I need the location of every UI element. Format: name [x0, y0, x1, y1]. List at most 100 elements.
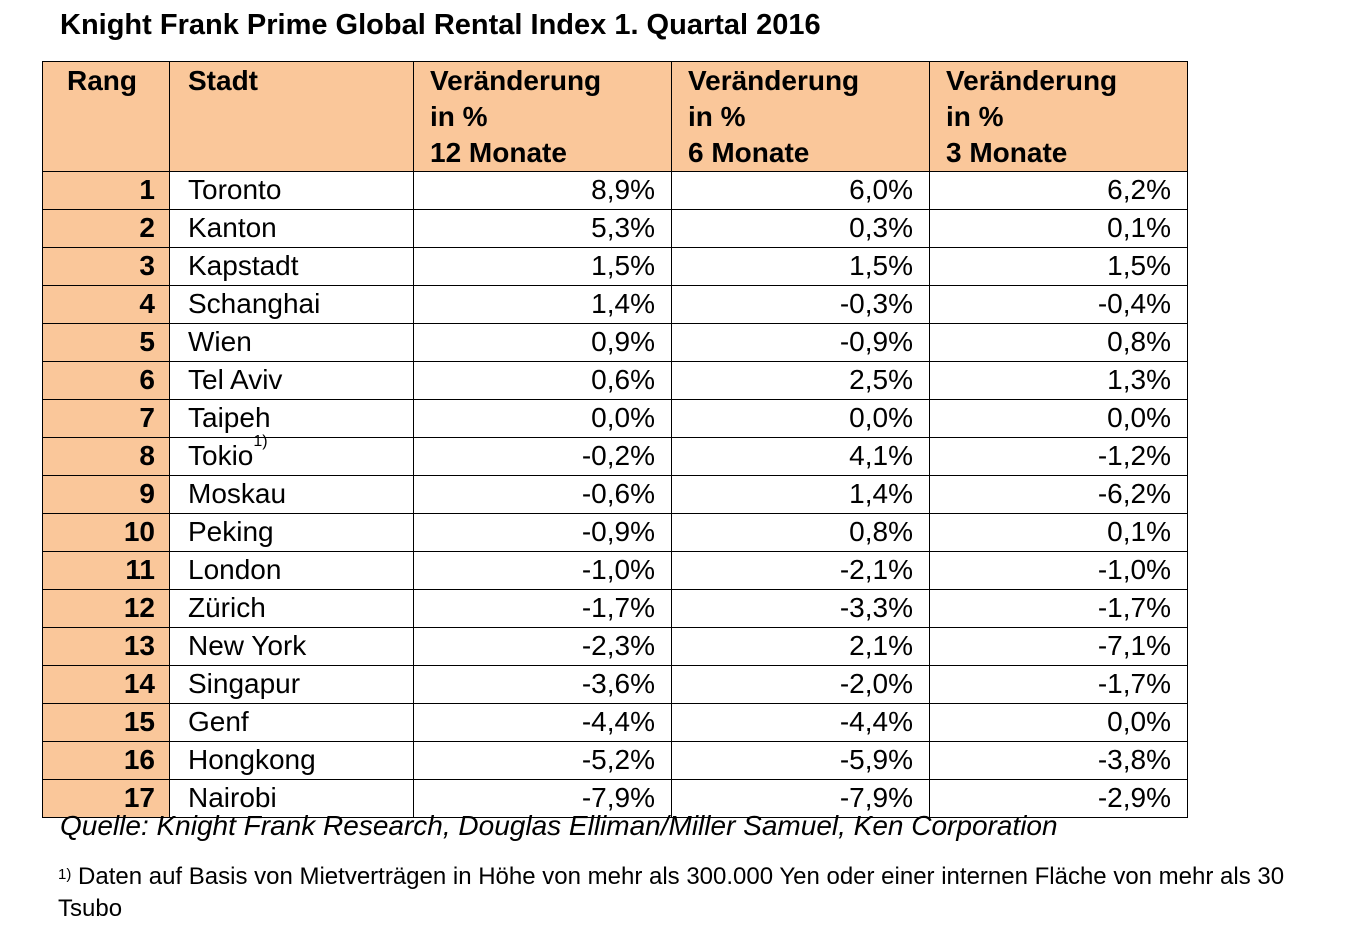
table-body: 1 Toronto 8,9% 6,0% 6,2% 2 Kanton 5,3% 0,3% 0,1% 3… — [42, 171, 1188, 818]
change-12-months-cell: -7,9% — [413, 779, 672, 818]
table-row: 15 Genf -4,4% -4,4% 0,0% — [42, 703, 1188, 742]
rank-cell-text: 14 — [123, 668, 155, 699]
change-12-months-cell-text: -0,6% — [581, 478, 655, 509]
change-6-months-cell: 0,8% — [671, 513, 930, 552]
change-12-months-cell: -0,9% — [413, 513, 672, 552]
change-6-months-cell-text: -4,4% — [839, 706, 913, 737]
rank-cell-text: 4 — [139, 288, 155, 319]
footnote-reference: 1) — [253, 433, 268, 450]
rank-cell-text: 9 — [139, 478, 155, 509]
header-line: 6 Monate — [688, 137, 810, 168]
change-6-months-cell-text: -7,9% — [839, 782, 913, 813]
rank-cell: 4 — [42, 285, 170, 324]
change-6-months-cell: -0,3% — [671, 285, 930, 324]
change-12-months-cell-text: -5,2% — [581, 744, 655, 775]
change-6-months-cell: -3,3% — [671, 589, 930, 628]
rank-cell-text: 3 — [139, 250, 155, 281]
change-3-months-cell: 1,3% — [929, 361, 1188, 400]
header-change-12-months: Veränderung in % 12 Monate — [413, 61, 672, 172]
change-12-months-cell-text: -0,2% — [581, 440, 655, 471]
table-row: 12 Zürich -1,7% -3,3% -1,7% — [42, 589, 1188, 628]
rank-cell: 10 — [42, 513, 170, 552]
city-cell-text: Toronto — [188, 174, 282, 205]
table-row: 9 Moskau -0,6% 1,4% -6,2% — [42, 475, 1188, 514]
change-3-months-cell: -2,9% — [929, 779, 1188, 818]
rank-cell: 14 — [42, 665, 170, 704]
city-cell: Singapur — [169, 665, 414, 704]
city-cell: Zürich — [169, 589, 414, 628]
city-cell-text: Nairobi — [188, 782, 277, 813]
header-line: Veränderung — [430, 65, 602, 96]
change-6-months-cell-text: 6,0% — [849, 174, 913, 205]
rank-cell: 8 — [42, 437, 170, 476]
city-cell: Genf — [169, 703, 414, 742]
change-3-months-cell: -6,2% — [929, 475, 1188, 514]
change-6-months-cell: 2,5% — [671, 361, 930, 400]
change-3-months-cell-text: 0,8% — [1107, 326, 1171, 357]
change-6-months-cell: 6,0% — [671, 171, 930, 210]
change-6-months-cell: -7,9% — [671, 779, 930, 818]
change-6-months-cell: 1,5% — [671, 247, 930, 286]
rank-cell: 12 — [42, 589, 170, 628]
change-12-months-cell: 0,9% — [413, 323, 672, 362]
change-12-months-cell: 1,5% — [413, 247, 672, 286]
change-6-months-cell-text: 0,8% — [849, 516, 913, 547]
change-12-months-cell: -5,2% — [413, 741, 672, 780]
rank-cell: 11 — [42, 551, 170, 590]
city-cell: Tokio1) — [169, 434, 414, 476]
city-cell: Kanton — [169, 209, 414, 248]
page-title: Knight Frank Prime Global Rental Index 1… — [60, 9, 821, 41]
table-row: 6 Tel Aviv 0,6% 2,5% 1,3% — [42, 361, 1188, 400]
city-cell-text: Schanghai — [188, 288, 321, 319]
table-row: 11 London -1,0% -2,1% -1,0% — [42, 551, 1188, 590]
header-line: Veränderung — [688, 65, 860, 96]
change-12-months-cell-text: -7,9% — [581, 782, 655, 813]
rank-cell: 9 — [42, 475, 170, 514]
change-12-months-cell: 5,3% — [413, 209, 672, 248]
change-3-months-cell-text: 6,2% — [1107, 174, 1171, 205]
change-3-months-cell: 1,5% — [929, 247, 1188, 286]
change-6-months-cell: 0,0% — [671, 399, 930, 438]
rank-cell-text: 5 — [139, 326, 155, 357]
change-12-months-cell-text: 8,9% — [591, 174, 655, 205]
header-line: Veränderung — [946, 65, 1118, 96]
change-6-months-cell: 4,1% — [671, 437, 930, 476]
change-12-months-cell-text: -4,4% — [581, 706, 655, 737]
city-cell-text: Tel Aviv — [188, 364, 283, 395]
change-6-months-cell: -0,9% — [671, 323, 930, 362]
header-city: Stadt — [169, 61, 414, 172]
header-line: 12 Monate — [430, 137, 567, 168]
city-cell-text: Tokio — [188, 440, 254, 471]
change-3-months-cell: 0,0% — [929, 703, 1188, 742]
change-12-months-cell-text: 0,9% — [591, 326, 655, 357]
city-cell-text: Kapstadt — [188, 250, 299, 281]
change-12-months-cell: -0,2% — [413, 437, 672, 476]
change-12-months-cell-text: 5,3% — [591, 212, 655, 243]
rank-cell: 3 — [42, 247, 170, 286]
change-12-months-cell: -3,6% — [413, 665, 672, 704]
rank-cell: 13 — [42, 627, 170, 666]
change-6-months-cell-text: 1,4% — [849, 478, 913, 509]
change-3-months-cell-text: -1,7% — [1097, 668, 1171, 699]
change-6-months-cell: -2,1% — [671, 551, 930, 590]
rank-cell: 1 — [42, 171, 170, 210]
header-line: 3 Monate — [946, 137, 1068, 168]
change-12-months-cell: 0,0% — [413, 399, 672, 438]
header-change-6-months: Veränderung in % 6 Monate — [671, 61, 930, 172]
city-cell: Moskau — [169, 475, 414, 514]
change-3-months-cell-text: -6,2% — [1097, 478, 1171, 509]
table-header-row: Rang Stadt Veränderung in % 12 Monate Ve… — [42, 61, 1188, 172]
rank-cell: 5 — [42, 323, 170, 362]
change-3-months-cell-text: 0,1% — [1107, 516, 1171, 547]
city-cell: Peking — [169, 513, 414, 552]
change-12-months-cell: -2,3% — [413, 627, 672, 666]
change-6-months-cell-text: -2,1% — [839, 554, 913, 585]
city-cell: Tel Aviv — [169, 361, 414, 400]
rank-cell-text: 17 — [123, 782, 155, 813]
rank-cell-text: 15 — [123, 706, 155, 737]
change-6-months-cell-text: -2,0% — [839, 668, 913, 699]
table-row: 10 Peking -0,9% 0,8% 0,1% — [42, 513, 1188, 552]
table-row: 4 Schanghai 1,4% -0,3% -0,4% — [42, 285, 1188, 324]
city-cell-text: Hongkong — [188, 744, 316, 775]
change-6-months-cell: -5,9% — [671, 741, 930, 780]
